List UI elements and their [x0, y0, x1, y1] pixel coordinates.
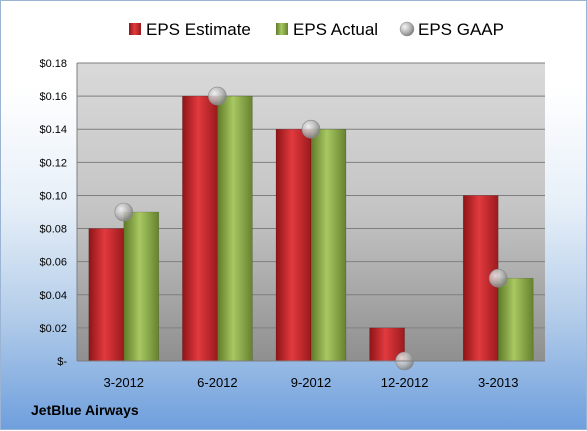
y-tick-label: $0.16 — [39, 91, 67, 103]
y-tick-label: $0.02 — [39, 323, 67, 335]
marker-eps-gaap — [114, 202, 134, 222]
marker-eps-gaap — [301, 119, 321, 139]
marker-eps-gaap — [488, 268, 508, 288]
bar-eps-estimate — [275, 128, 312, 362]
y-tick-label: $0.06 — [39, 257, 67, 269]
legend-label-eps-estimate: EPS Estimate — [146, 20, 251, 39]
x-tick-label: 3-2013 — [478, 375, 518, 390]
y-tick-label: $0.12 — [39, 157, 67, 169]
x-tick-label: 9-2012 — [291, 375, 331, 390]
y-axis: $- $0.02 $0.04 $0.06 $0.08 $0.10 $0.12 $0.14 $0.… — [39, 58, 78, 368]
y-tick-label: $0.14 — [39, 124, 67, 136]
x-axis: 3-2012 6-2012 9-2012 12-2012 3-2013 — [77, 360, 545, 390]
legend-swatch-eps-gaap — [399, 21, 415, 37]
legend: EPS Estimate EPS Actual EPS GAAP — [129, 20, 504, 39]
marker-eps-gaap — [208, 86, 227, 106]
y-tick-label: $0.04 — [39, 290, 67, 302]
bars — [88, 95, 534, 362]
y-tick-label: $0.08 — [39, 224, 67, 236]
company-name: JetBlue Airways — [31, 402, 139, 418]
legend-swatch-eps-actual — [276, 23, 288, 35]
x-tick-label: 6-2012 — [197, 375, 237, 390]
bar-eps-actual — [497, 277, 534, 362]
bar-eps-estimate — [182, 95, 218, 362]
x-tick-label: 3-2012 — [104, 375, 144, 390]
bar-eps-actual — [217, 95, 253, 362]
legend-label-eps-gaap: EPS GAAP — [418, 20, 504, 39]
bar-eps-actual — [123, 211, 160, 362]
y-tick-label: $- — [57, 356, 67, 368]
x-tick-label: 12-2012 — [381, 375, 429, 390]
bar-eps-actual — [310, 128, 347, 362]
bar-eps-estimate — [88, 228, 125, 362]
y-tick-label: $0.18 — [39, 58, 67, 70]
y-tick-label: $0.10 — [39, 190, 67, 202]
legend-swatch-eps-estimate — [129, 23, 141, 35]
legend-label-eps-actual: EPS Actual — [293, 20, 378, 39]
